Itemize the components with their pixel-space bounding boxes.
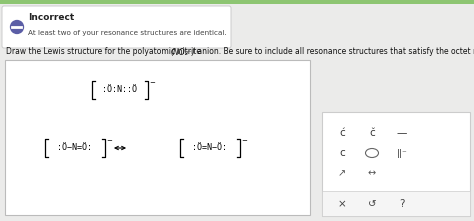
Text: ||⁻: ||⁻	[397, 149, 407, 158]
Text: ?: ?	[399, 199, 405, 209]
Text: (NO₂⁻): (NO₂⁻)	[170, 48, 195, 57]
Text: At least two of your resonance structures are identical.: At least two of your resonance structure…	[28, 30, 227, 36]
Text: Draw the Lewis structure for the polyatomic nitrite: Draw the Lewis structure for the polyato…	[6, 48, 203, 57]
Text: −: −	[106, 138, 112, 144]
Text: ↗: ↗	[338, 168, 346, 178]
Text: −: −	[241, 138, 247, 144]
Text: č: č	[369, 128, 375, 138]
Text: ć: ć	[339, 128, 345, 138]
Text: ↔: ↔	[368, 168, 376, 178]
Text: Incorrect: Incorrect	[28, 13, 74, 23]
Bar	[322, 191, 470, 216]
Text: —: —	[397, 128, 407, 138]
Bar	[5, 60, 310, 215]
Text: ↺: ↺	[368, 199, 376, 209]
Text: anion. Be sure to include all resonance structures that satisfy the octet rule.: anion. Be sure to include all resonance …	[195, 48, 474, 57]
Bar	[322, 112, 470, 216]
Text: :Ö−N=Ö:: :Ö−N=Ö:	[57, 143, 92, 152]
Circle shape	[9, 19, 25, 35]
Text: :Ö=N−Ö:: :Ö=N−Ö:	[192, 143, 228, 152]
Text: c: c	[339, 148, 345, 158]
Text: −: −	[149, 80, 155, 86]
Text: :Ö:N::Ö: :Ö:N::Ö	[102, 86, 137, 95]
FancyBboxPatch shape	[2, 6, 231, 48]
Text: ×: ×	[337, 199, 346, 209]
Bar	[0, 0, 474, 4]
